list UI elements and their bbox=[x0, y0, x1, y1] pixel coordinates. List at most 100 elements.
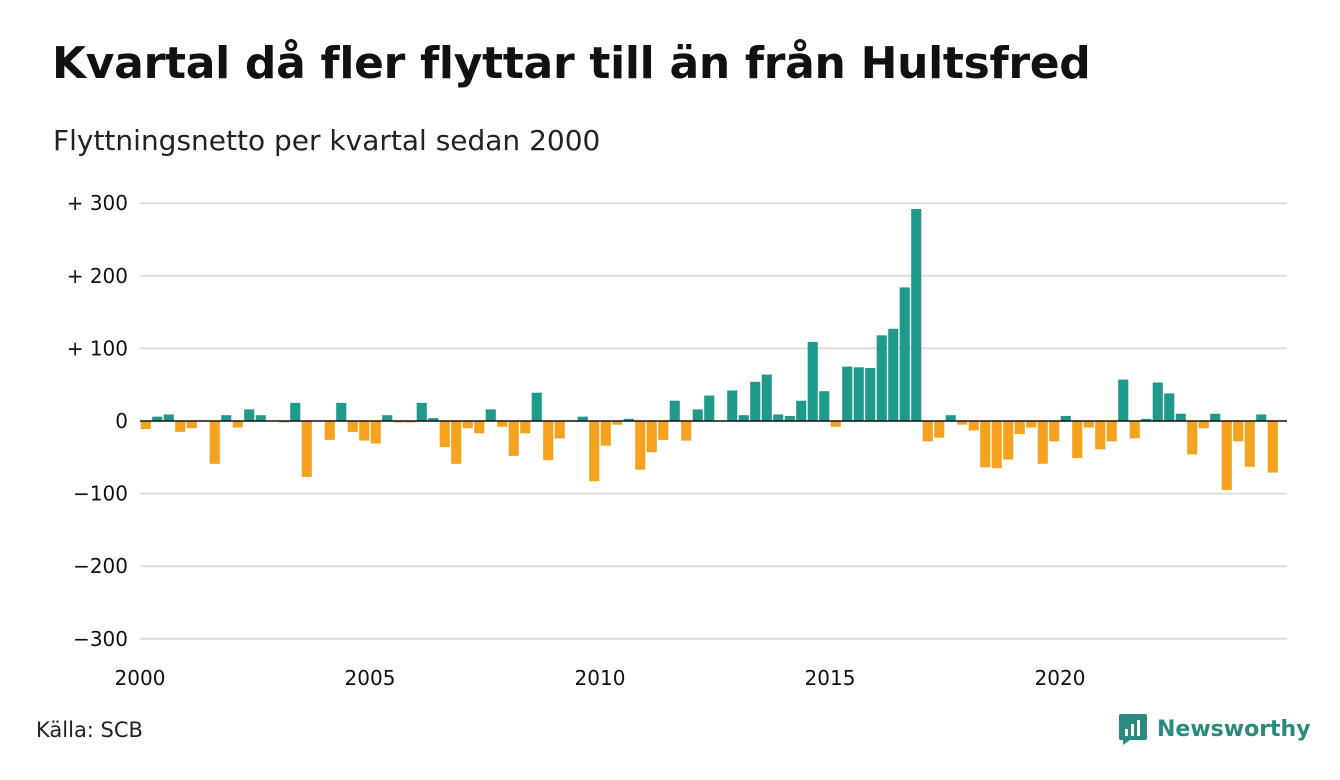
bar bbox=[1118, 379, 1129, 421]
bar bbox=[796, 400, 807, 421]
bar bbox=[784, 415, 795, 421]
bar bbox=[692, 409, 703, 421]
y-tick-label: −100 bbox=[73, 482, 128, 506]
bar bbox=[922, 421, 933, 442]
bar bbox=[1244, 421, 1255, 467]
bar bbox=[612, 421, 623, 425]
bar bbox=[1187, 421, 1198, 455]
bar bbox=[1106, 421, 1117, 442]
bar bbox=[428, 418, 439, 421]
bar bbox=[945, 415, 956, 421]
bar bbox=[554, 421, 565, 439]
bar bbox=[1210, 413, 1221, 421]
bar bbox=[359, 421, 370, 441]
y-tick-label: −200 bbox=[73, 554, 128, 578]
y-tick-label: + 200 bbox=[67, 264, 128, 288]
bar bbox=[600, 421, 611, 446]
bar bbox=[462, 421, 473, 429]
bar bbox=[474, 421, 485, 434]
bar bbox=[1037, 421, 1048, 464]
bar bbox=[669, 400, 680, 421]
bar bbox=[175, 421, 186, 432]
bar bbox=[416, 402, 427, 421]
bar bbox=[738, 415, 749, 421]
bar bbox=[290, 402, 301, 421]
x-tick-label: 2005 bbox=[345, 666, 396, 690]
bar bbox=[681, 421, 692, 441]
bar bbox=[347, 421, 358, 432]
bar bbox=[1141, 418, 1152, 421]
bar bbox=[382, 415, 393, 421]
bar bbox=[968, 421, 979, 431]
bar bbox=[485, 409, 496, 421]
bar bbox=[1095, 421, 1106, 450]
bar bbox=[1256, 414, 1267, 421]
bar bbox=[324, 421, 335, 440]
bar bbox=[658, 421, 669, 440]
y-axis-labels: + 300 + 200 + 100 0 −100 −200 −300 bbox=[67, 191, 128, 651]
bar bbox=[1267, 421, 1278, 473]
bar bbox=[1072, 421, 1083, 459]
bar bbox=[750, 381, 761, 421]
bar bbox=[819, 391, 830, 421]
brand-logo: Newsworthy bbox=[1118, 712, 1311, 746]
bar bbox=[807, 341, 818, 421]
bar bbox=[508, 421, 519, 456]
bar bbox=[773, 414, 784, 421]
gridlines bbox=[140, 202, 1287, 640]
bar bbox=[635, 421, 646, 470]
bar bbox=[439, 421, 450, 448]
bar bbox=[1049, 421, 1060, 442]
bars bbox=[140, 209, 1278, 490]
bar bbox=[370, 421, 381, 444]
y-tick-label: −300 bbox=[73, 627, 128, 651]
bar bbox=[865, 368, 876, 421]
bar bbox=[255, 415, 266, 421]
bar bbox=[1129, 421, 1140, 439]
bar bbox=[221, 415, 232, 421]
x-tick-label: 2010 bbox=[575, 666, 626, 690]
bar bbox=[163, 414, 174, 421]
x-tick-label: 2020 bbox=[1035, 666, 1086, 690]
bar bbox=[140, 421, 151, 429]
bar bbox=[1060, 415, 1071, 421]
bar bbox=[853, 367, 864, 421]
bar bbox=[842, 366, 853, 421]
chart-title: Kvartal då fler flyttar till än från Hul… bbox=[52, 38, 1091, 89]
bar bbox=[646, 421, 657, 453]
y-tick-label: + 100 bbox=[67, 336, 128, 360]
bar bbox=[1003, 421, 1014, 460]
bar bbox=[209, 421, 220, 464]
bar bbox=[531, 392, 542, 421]
bar bbox=[1221, 421, 1232, 490]
bar bbox=[957, 421, 968, 425]
bar bbox=[934, 421, 945, 438]
bar bbox=[1164, 393, 1175, 421]
bar bbox=[980, 421, 991, 468]
bar bbox=[1014, 421, 1025, 435]
y-tick-label: + 300 bbox=[67, 191, 128, 215]
bar bbox=[589, 421, 600, 482]
bar bbox=[186, 421, 197, 429]
bar bbox=[497, 421, 508, 427]
bar bbox=[1198, 421, 1209, 429]
bar bbox=[577, 416, 588, 421]
bar bbox=[761, 374, 772, 421]
bar bbox=[232, 421, 243, 428]
newsworthy-logo-icon bbox=[1119, 714, 1147, 745]
bar bbox=[1175, 413, 1186, 421]
bar bbox=[1152, 382, 1163, 421]
bar bbox=[830, 421, 841, 427]
x-tick-label: 2015 bbox=[805, 666, 856, 690]
bar bbox=[1233, 421, 1244, 442]
x-tick-label: 2000 bbox=[115, 666, 166, 690]
bar bbox=[899, 287, 910, 421]
bar bbox=[911, 209, 922, 421]
bar bbox=[336, 402, 347, 421]
bar bbox=[888, 328, 899, 421]
bar bbox=[727, 390, 738, 421]
bar bbox=[876, 335, 887, 421]
bar-chart: + 300 + 200 + 100 0 −100 −200 −300 2000 2005 201… bbox=[67, 191, 1287, 690]
bar bbox=[152, 416, 163, 421]
source-note: Källa: SCB bbox=[36, 718, 143, 742]
